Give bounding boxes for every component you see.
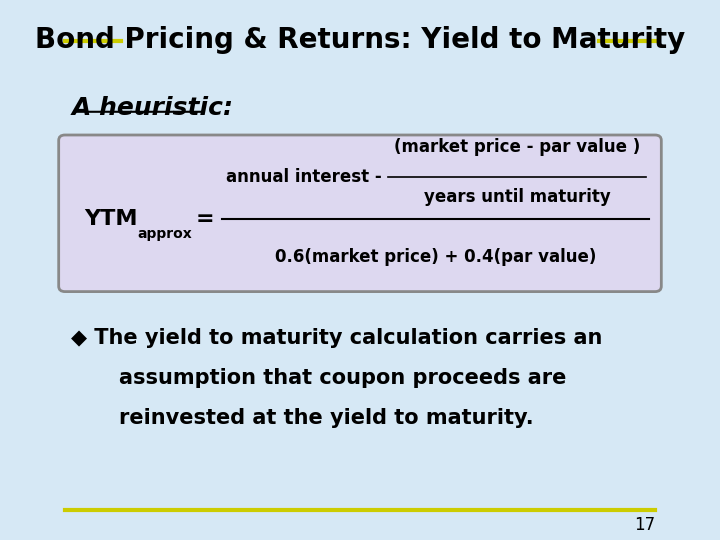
Text: YTM: YTM xyxy=(84,208,138,229)
Text: 0.6(market price) + 0.4(par value): 0.6(market price) + 0.4(par value) xyxy=(274,247,596,266)
FancyBboxPatch shape xyxy=(58,135,661,292)
Text: approx: approx xyxy=(137,227,192,241)
Text: Bond Pricing & Returns: Yield to Maturity: Bond Pricing & Returns: Yield to Maturit… xyxy=(35,26,685,55)
Text: 17: 17 xyxy=(634,516,655,534)
Text: ◆ The yield to maturity calculation carries an: ◆ The yield to maturity calculation carr… xyxy=(71,327,603,348)
Text: annual interest -: annual interest - xyxy=(226,167,382,186)
Text: assumption that coupon proceeds are: assumption that coupon proceeds are xyxy=(90,368,567,388)
Text: years until maturity: years until maturity xyxy=(423,188,611,206)
Text: reinvested at the yield to maturity.: reinvested at the yield to maturity. xyxy=(90,408,534,429)
Text: =: = xyxy=(196,208,214,229)
Text: (market price - par value ): (market price - par value ) xyxy=(394,138,640,156)
Text: A heuristic:: A heuristic: xyxy=(71,96,233,120)
